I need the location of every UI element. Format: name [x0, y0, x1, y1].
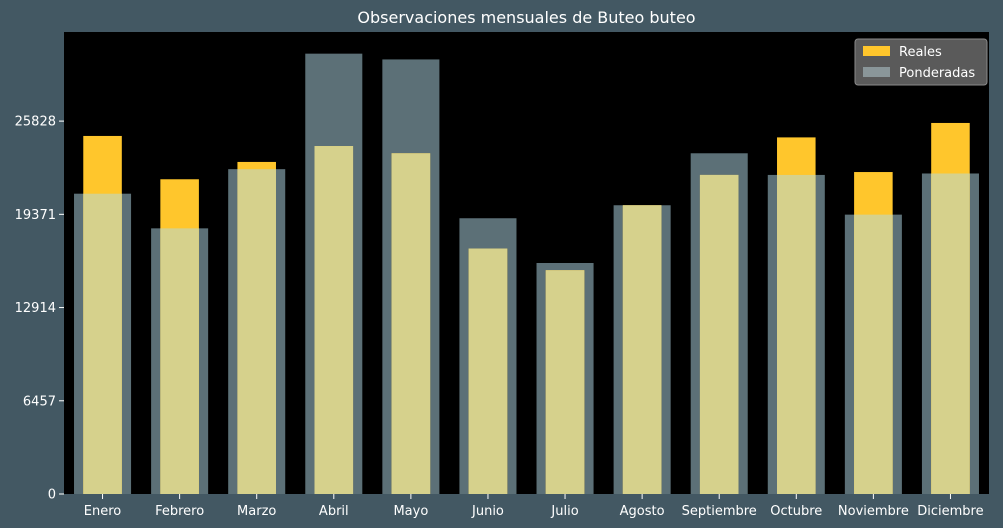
bar-overlap-diciembre [931, 173, 970, 495]
x-tick-label: Noviembre [838, 504, 909, 519]
y-tick-label: 6457 [23, 394, 56, 409]
bar-overlap-febrero [160, 228, 199, 494]
x-tick-label: Diciembre [917, 504, 983, 519]
legend-swatch-reales [863, 46, 890, 56]
y-tick-label: 0 [48, 488, 56, 503]
bar-overlap-junio [468, 248, 508, 494]
plot-area [64, 32, 989, 494]
y-tick-label: 19371 [15, 208, 56, 223]
y-tick-label: 25828 [15, 115, 56, 130]
bar-overlap-agosto [622, 205, 662, 494]
bar-overlap-enero [83, 193, 122, 494]
legend-swatch-ponderadas [863, 67, 890, 77]
bar-overlap-julio [545, 270, 585, 494]
bar-overlap-noviembre [854, 214, 893, 494]
bar-overlap-marzo [237, 169, 276, 494]
bars-group [74, 53, 979, 495]
x-tick-label: Febrero [155, 504, 204, 519]
bar-overlap-septiembre [699, 174, 739, 494]
axes-group: 0 6457 12914 19371 25828 Enero Febrero Marzo Abr… [15, 115, 984, 519]
chart-title: Observaciones mensuales de Buteo buteo [357, 8, 695, 27]
x-tick-label: Septiembre [682, 504, 757, 519]
bar-overlap-abril [314, 146, 354, 494]
x-tick-label: Marzo [237, 504, 276, 519]
legend-label-ponderadas: Ponderadas [899, 66, 975, 81]
x-tick-label: Mayo [393, 504, 428, 519]
bar-overlap-mayo [391, 153, 431, 494]
legend-label-reales: Reales [899, 45, 942, 60]
y-tick-label: 12914 [15, 301, 56, 316]
x-tick-label: Agosto [620, 504, 665, 519]
x-tick-label: Julio [550, 504, 578, 519]
bar-overlap-octubre [777, 174, 816, 494]
x-tick-label: Abril [319, 504, 349, 519]
x-tick-label: Junio [471, 504, 504, 519]
legend: Reales Ponderadas [854, 38, 988, 86]
x-tick-label: Octubre [770, 504, 822, 519]
x-tick-label: Enero [84, 504, 122, 519]
